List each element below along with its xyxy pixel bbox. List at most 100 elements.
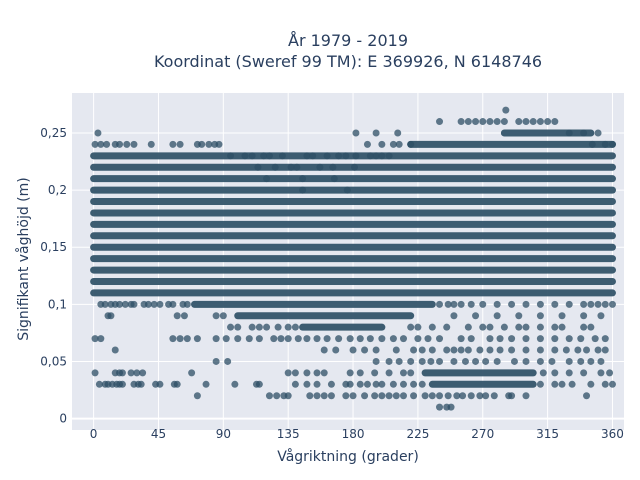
data-point [265, 392, 273, 400]
data-point [335, 152, 343, 160]
data-point [215, 140, 223, 148]
dense-band [90, 209, 616, 217]
data-point [95, 380, 103, 388]
data-point [536, 357, 544, 365]
data-point [299, 175, 307, 183]
data-point [428, 392, 436, 400]
data-point [366, 152, 374, 160]
data-point [476, 392, 484, 400]
data-point [147, 140, 155, 148]
data-point [399, 380, 407, 388]
data-point [436, 118, 444, 126]
data-point [467, 335, 475, 343]
dense-band [407, 140, 616, 148]
data-point [502, 106, 510, 114]
data-point [346, 335, 354, 343]
data-point [565, 369, 573, 377]
data-point [418, 357, 426, 365]
data-point [399, 369, 407, 377]
data-point [551, 380, 559, 388]
data-point [580, 369, 588, 377]
dense-band [90, 232, 616, 240]
data-point [350, 163, 358, 171]
data-point [313, 380, 321, 388]
data-point [193, 392, 201, 400]
data-point [551, 323, 559, 331]
y-tick-label: 0,2 [48, 183, 67, 197]
dense-band [90, 289, 616, 297]
data-point [392, 392, 400, 400]
chart-title-line-1: År 1979 - 2019 [288, 31, 408, 50]
data-point [329, 163, 337, 171]
data-point [493, 357, 501, 365]
data-point [389, 335, 397, 343]
data-point [493, 300, 501, 308]
data-point [144, 300, 152, 308]
y-tick-label: 0,05 [40, 354, 67, 368]
x-tick-label: 135 [277, 427, 300, 441]
data-point [356, 380, 364, 388]
data-point [601, 300, 609, 308]
data-point [293, 163, 301, 171]
data-point [536, 323, 544, 331]
data-point [577, 335, 585, 343]
data-point [601, 140, 609, 148]
data-point [565, 300, 573, 308]
data-point [265, 152, 273, 160]
data-point [385, 369, 393, 377]
data-point [450, 346, 458, 354]
data-point [399, 335, 407, 343]
data-point [515, 118, 523, 126]
data-point [395, 140, 403, 148]
data-point [139, 369, 147, 377]
data-point [150, 300, 158, 308]
dense-band [90, 255, 616, 263]
data-point [522, 357, 530, 365]
data-point [565, 357, 573, 365]
data-point [349, 346, 357, 354]
dense-band [421, 369, 537, 377]
data-point [522, 335, 530, 343]
data-point [394, 129, 402, 137]
data-point [169, 300, 177, 308]
data-point [467, 392, 475, 400]
data-point [580, 323, 588, 331]
data-point [558, 380, 566, 388]
data-point [372, 380, 380, 388]
dense-band [299, 323, 386, 331]
data-point [522, 392, 530, 400]
dense-band [90, 198, 616, 206]
data-point [486, 323, 494, 331]
data-point [327, 380, 335, 388]
data-point [137, 380, 145, 388]
data-point [116, 300, 124, 308]
data-point [97, 335, 105, 343]
data-point [574, 346, 582, 354]
data-point [271, 163, 279, 171]
data-point [212, 357, 220, 365]
x-tick-label: 0 [90, 427, 98, 441]
data-point [241, 152, 249, 160]
data-point [188, 369, 196, 377]
data-point [597, 357, 605, 365]
data-point [385, 392, 393, 400]
y-tick-label: 0,1 [48, 297, 67, 311]
data-point [316, 163, 324, 171]
data-point [479, 300, 487, 308]
data-point [363, 140, 371, 148]
data-point [418, 346, 426, 354]
dense-band [90, 266, 616, 274]
data-point [323, 335, 331, 343]
data-point [450, 300, 458, 308]
data-point [508, 392, 516, 400]
data-point [427, 357, 435, 365]
data-point [580, 312, 588, 320]
data-point [169, 335, 177, 343]
data-point [372, 357, 380, 365]
data-point [346, 369, 354, 377]
data-point [306, 392, 314, 400]
data-point [320, 369, 328, 377]
data-point [193, 335, 201, 343]
data-point [407, 357, 415, 365]
